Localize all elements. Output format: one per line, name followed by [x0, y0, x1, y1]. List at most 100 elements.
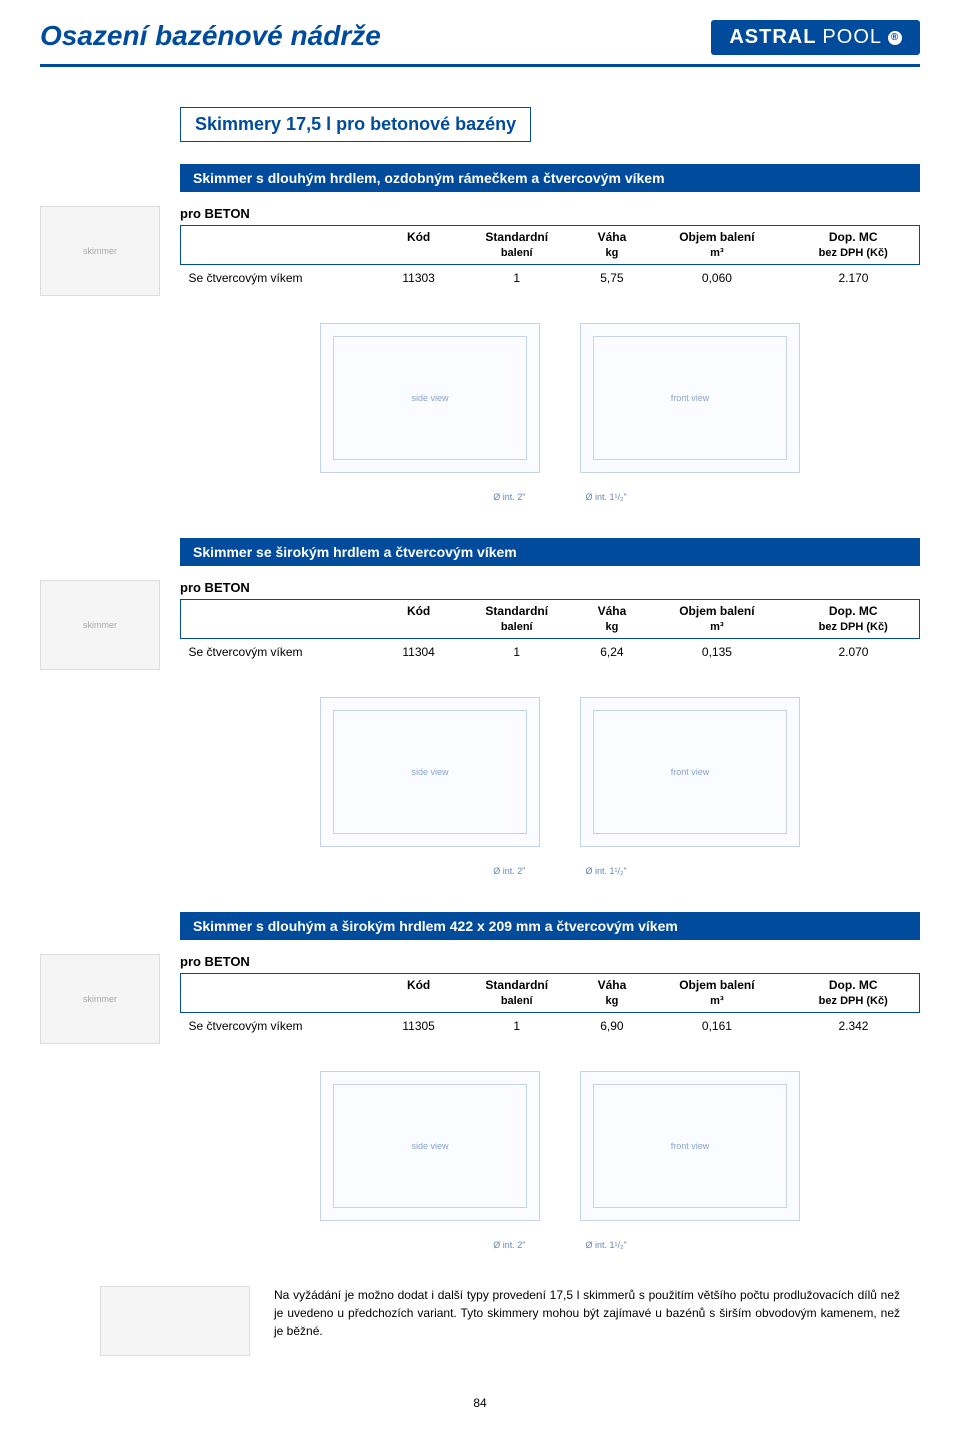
- cell-weight: 5,75: [577, 264, 646, 291]
- section-bar-1: Skimmer s dlouhým hrdlem, ozdobným rámeč…: [180, 164, 920, 192]
- th-price-l1: Dop. MC: [829, 978, 878, 992]
- product-content-3: pro BETON Kód Standardní balení Váhakg Ob…: [180, 954, 920, 1039]
- th-volume-l2: m³: [654, 994, 779, 1008]
- diam-b: Ø int. 1¹/₂": [586, 1240, 627, 1250]
- diam-labels-2: Ø int. 2" Ø int. 1¹/₂": [200, 866, 920, 876]
- note-image: [100, 1286, 250, 1356]
- th-code: Kód: [381, 600, 456, 639]
- cell-weight: 6,90: [577, 1012, 646, 1039]
- product-block-1: Skimmer s dlouhým hrdlem, ozdobným rámeč…: [40, 164, 920, 502]
- th-blank: [181, 226, 382, 265]
- drawing-front-1: front view: [580, 323, 800, 473]
- drawing-side-1: side view: [320, 323, 540, 473]
- cell-volume: 0,060: [646, 264, 787, 291]
- product-image-2: skimmer: [40, 580, 160, 670]
- diam-labels-3: Ø int. 2" Ø int. 1¹/₂": [200, 1240, 920, 1250]
- cell-price: 2.070: [787, 638, 919, 665]
- header-row: Osazení bazénové nádrže ASTRALPOOL ®: [40, 20, 920, 56]
- tech-drawing-1: side view front view: [200, 308, 920, 488]
- th-pack-l1: Standardní: [485, 604, 548, 618]
- cell-label: Se čtvercovým víkem: [181, 1012, 382, 1039]
- spec-table-1: Kód Standardníbalení Váha kg Objem balení…: [180, 225, 920, 291]
- table-header-row: Kód Standardní balení Váhakg Objem balení…: [181, 974, 920, 1013]
- spec-table-3: Kód Standardní balení Váhakg Objem balení…: [180, 973, 920, 1039]
- drawing-front-2: front view: [580, 697, 800, 847]
- section-bar-2: Skimmer se širokým hrdlem a čtvercovým v…: [180, 538, 920, 566]
- th-volume: Objem balení m³: [646, 600, 787, 639]
- cell-price: 2.170: [787, 264, 919, 291]
- diam-a: Ø int. 2": [493, 1240, 525, 1250]
- th-weight-l1: Váha: [598, 604, 627, 618]
- diam-a: Ø int. 2": [493, 492, 525, 502]
- diam-b: Ø int. 1¹/₂": [586, 866, 627, 876]
- cell-volume: 0,135: [646, 638, 787, 665]
- th-price: Dop. MC bez DPH (Kč): [787, 974, 919, 1013]
- cell-code: 11304: [381, 638, 456, 665]
- cell-pack: 1: [456, 1012, 577, 1039]
- th-code: Kód: [381, 226, 456, 265]
- subtitle-box: Skimmery 17,5 l pro betonové bazény: [180, 107, 531, 142]
- th-weight-l2: kg: [585, 246, 638, 260]
- section-bar-3: Skimmer s dlouhým a širokým hrdlem 422 x…: [180, 912, 920, 940]
- th-price-l1: Dop. MC: [829, 230, 878, 244]
- th-volume: Objem balením³: [646, 226, 787, 265]
- brand-badge: ASTRALPOOL ®: [711, 20, 920, 55]
- cell-label: Se čtvercovým víkem: [181, 638, 382, 665]
- table-header-row: Kód Standardníbalení Váha kg Objem balení…: [181, 226, 920, 265]
- th-price: Dop. MCbez DPH (Kč): [787, 600, 919, 639]
- diam-a: Ø int. 2": [493, 866, 525, 876]
- pro-beton-label: pro BETON: [180, 954, 920, 969]
- th-price-l2: bez DPH (Kč): [795, 246, 911, 260]
- th-pack: Standardníbalení: [456, 226, 577, 265]
- th-weight-l1: Váha: [598, 230, 627, 244]
- th-pack-l2: balení: [464, 620, 569, 634]
- th-weight: Váhakg: [577, 974, 646, 1013]
- note-text: Na vyžádání je možno dodat i další typy …: [274, 1286, 920, 1340]
- th-code: Kód: [381, 974, 456, 1013]
- th-pack-l2: balení: [464, 994, 569, 1008]
- th-pack: Standardní balení: [456, 974, 577, 1013]
- th-weight: Váha kg: [577, 226, 646, 265]
- cell-volume: 0,161: [646, 1012, 787, 1039]
- pro-beton-label: pro BETON: [180, 206, 920, 221]
- table-header-row: Kód Standardní balení Váha kg Objem balení…: [181, 600, 920, 639]
- product-block-3: Skimmer s dlouhým a širokým hrdlem 422 x…: [40, 912, 920, 1250]
- cell-code: 11303: [381, 264, 456, 291]
- drawing-side-3: side view: [320, 1071, 540, 1221]
- brand-main: ASTRAL: [729, 26, 816, 49]
- th-price-l2: bez DPH (Kč): [795, 620, 911, 634]
- product-image-3: skimmer: [40, 954, 160, 1044]
- product-block-2: Skimmer se širokým hrdlem a čtvercovým v…: [40, 538, 920, 876]
- pro-beton-label: pro BETON: [180, 580, 920, 595]
- th-weight: Váha kg: [577, 600, 646, 639]
- diam-b: Ø int. 1¹/₂": [586, 492, 627, 502]
- cell-pack: 1: [456, 638, 577, 665]
- th-volume-l1: Objem balení: [679, 978, 754, 992]
- th-volume-l1: Objem balení: [679, 604, 754, 618]
- cell-price: 2.342: [787, 1012, 919, 1039]
- table-row: Se čtvercovým víkem 11304 1 6,24 0,135 2…: [181, 638, 920, 665]
- product-row-1: skimmer pro BETON Kód Standardníbalení V…: [40, 206, 920, 296]
- title-underline: [40, 64, 920, 67]
- th-pack-l2: balení: [464, 246, 569, 260]
- table-row: Se čtvercovým víkem 11303 1 5,75 0,060 2…: [181, 264, 920, 291]
- product-content-2: pro BETON Kód Standardní balení Váha kg Ob…: [180, 580, 920, 665]
- drawing-side-2: side view: [320, 697, 540, 847]
- th-weight-l2: kg: [585, 620, 638, 634]
- drawing-front-3: front view: [580, 1071, 800, 1221]
- page-number: 84: [40, 1396, 920, 1410]
- th-pack-l1: Standardní: [485, 978, 548, 992]
- diam-labels-1: Ø int. 2" Ø int. 1¹/₂": [200, 492, 920, 502]
- th-weight-l2: kg: [585, 994, 638, 1008]
- th-volume: Objem balení m³: [646, 974, 787, 1013]
- product-row-2: skimmer pro BETON Kód Standardní balení V…: [40, 580, 920, 670]
- tech-drawing-2: side view front view: [200, 682, 920, 862]
- th-price-l2: bez DPH (Kč): [795, 994, 911, 1008]
- cell-label: Se čtvercovým víkem: [181, 264, 382, 291]
- th-volume-l2: m³: [654, 620, 779, 634]
- th-blank: [181, 600, 382, 639]
- page-title: Osazení bazénové nádrže: [40, 20, 381, 52]
- tech-drawing-3: side view front view: [200, 1056, 920, 1236]
- product-row-3: skimmer pro BETON Kód Standardní balení V…: [40, 954, 920, 1044]
- th-blank: [181, 974, 382, 1013]
